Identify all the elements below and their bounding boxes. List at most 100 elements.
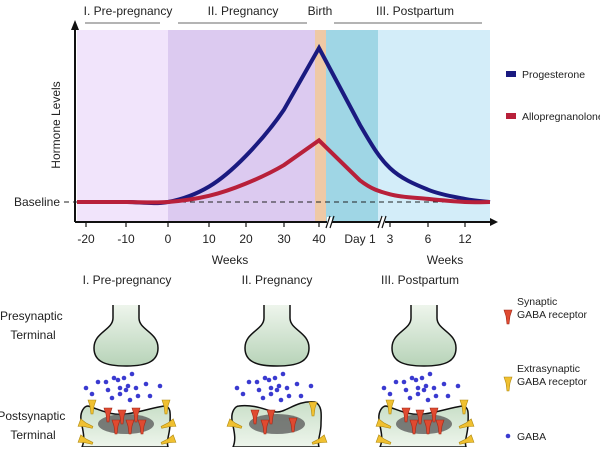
gaba-molecule xyxy=(276,383,282,389)
presynaptic-label: Presynaptic Terminal xyxy=(0,309,66,342)
gaba-molecule xyxy=(455,383,461,389)
gaba-molecule xyxy=(286,393,292,399)
extrasynaptic-receptor-icon xyxy=(503,376,513,392)
extrasynaptic-receptor xyxy=(77,418,94,429)
gaba-molecule xyxy=(157,383,163,389)
extrasynaptic-receptor xyxy=(458,418,475,429)
x-tick-label: 30 xyxy=(277,232,291,246)
postsynaptic-label-line: Postsynaptic xyxy=(0,409,65,423)
gaba-molecule xyxy=(105,387,111,393)
x-tick-label: Day 1 xyxy=(344,232,376,246)
synaptic-receptor xyxy=(423,419,433,435)
presynaptic-label-line: Presynaptic xyxy=(0,309,63,323)
gaba-molecule xyxy=(409,375,415,381)
x-tick-label: 3 xyxy=(387,232,394,246)
chart-legend: Progesterone Allopregnanolone xyxy=(506,69,600,123)
gaba-molecule xyxy=(89,391,95,397)
x-tick-label: -10 xyxy=(117,232,135,246)
gaba-molecule xyxy=(308,383,314,389)
postsynaptic-label: Postsynaptic Terminal xyxy=(0,409,69,442)
series-lines xyxy=(76,43,491,206)
synaptic-receptor xyxy=(401,407,411,423)
legend-label-allopregnanolone: Allopregnanolone xyxy=(522,111,600,123)
gaba-molecule xyxy=(280,371,286,377)
gaba-molecule xyxy=(129,371,135,377)
y-axis-label: Hormone Levels xyxy=(49,81,63,168)
extrasynaptic-receptor xyxy=(375,434,392,445)
gaba-molecule xyxy=(125,383,131,389)
gaba-molecule xyxy=(240,391,246,397)
synapses xyxy=(77,305,475,448)
postsynaptic-density xyxy=(98,414,154,434)
synapse xyxy=(375,305,475,448)
legend-extrasynaptic: Extrasynaptic GABA receptor xyxy=(517,363,588,388)
synaptic-receptor xyxy=(415,409,425,425)
synaptic-receptor xyxy=(429,407,439,423)
gaba-molecule xyxy=(407,395,413,401)
legend-swatch-allopregnanolone xyxy=(506,113,516,119)
gaba-molecule xyxy=(256,387,262,393)
gaba-molecule xyxy=(381,385,387,391)
extrasynaptic-receptor xyxy=(385,399,395,415)
postsynaptic-density xyxy=(249,414,305,434)
synaptic-receptor xyxy=(250,409,260,425)
synaptic-receptor xyxy=(137,419,147,435)
gaba-molecule xyxy=(123,387,129,393)
x-tick-label: 10 xyxy=(202,232,216,246)
legend-synaptic: Synaptic GABA receptor xyxy=(517,296,588,321)
header-postpartum: III. Postpartum xyxy=(376,4,454,18)
legend-gaba: GABA xyxy=(517,431,546,443)
gaba-molecule xyxy=(425,397,431,403)
gaba-molecule xyxy=(268,391,274,397)
axis-break xyxy=(325,215,387,229)
gaba-molecule xyxy=(117,385,123,391)
phase-regions xyxy=(77,30,490,222)
x-tick-label: 6 xyxy=(425,232,432,246)
gaba-molecule xyxy=(423,383,429,389)
gaba-molecule xyxy=(415,385,421,391)
gaba-molecule xyxy=(433,393,439,399)
axes: Baseline Hormone Levels -20 -10 0 10 20 30 40 D… xyxy=(14,20,498,267)
gaba-molecule xyxy=(262,375,268,381)
gaba-molecule xyxy=(260,395,266,401)
gaba-molecule xyxy=(419,375,425,381)
presynaptic-label-line: Terminal xyxy=(10,328,55,342)
x-tick-label: 40 xyxy=(312,232,326,246)
gaba-molecule xyxy=(254,379,260,385)
extrasynaptic-receptor xyxy=(375,418,392,429)
presynaptic-terminal xyxy=(93,305,159,367)
synaptic-receptor xyxy=(260,419,270,435)
panel-title: I. Pre-pregnancy xyxy=(83,273,172,287)
synaptic-receptor xyxy=(111,419,121,435)
x-tick-labels: -20 -10 0 10 20 30 40 Day 1 3 6 12 xyxy=(77,222,472,246)
gaba-molecule xyxy=(268,385,274,391)
panel-title: II. Pregnancy xyxy=(242,273,313,287)
gaba-molecule xyxy=(415,391,421,397)
extrasynaptic-receptor xyxy=(311,434,328,445)
synapse xyxy=(77,305,177,448)
synaptic-receptor xyxy=(409,419,419,435)
region-day1 xyxy=(326,30,378,222)
x-tick-label: -20 xyxy=(77,232,95,246)
y-axis-arrow xyxy=(71,20,79,30)
gaba-molecule xyxy=(115,377,121,383)
synaptic-receptor xyxy=(125,419,135,435)
synaptic-receptor-icon xyxy=(503,309,513,325)
gaba-molecule xyxy=(427,371,433,377)
synapse xyxy=(226,305,328,448)
extrasynaptic-receptor xyxy=(308,401,318,417)
extrasynaptic-receptor xyxy=(161,399,171,415)
synaptic-receptor xyxy=(288,417,298,433)
extrasynaptic-receptor xyxy=(458,434,475,445)
gaba-molecule xyxy=(278,397,284,403)
phase-headers: I. Pre-pregnancy II. Pregnancy Birth III… xyxy=(84,4,482,24)
gaba-molecule xyxy=(83,385,89,391)
x-unit-label: Weeks xyxy=(427,253,463,267)
header-pre-pregnancy: I. Pre-pregnancy xyxy=(84,4,173,18)
synaptic-receptor xyxy=(435,419,445,435)
legend-swatch-progesterone xyxy=(506,71,516,77)
x-axis-arrow xyxy=(490,218,498,226)
gaba-molecule xyxy=(441,381,447,387)
gaba-molecule xyxy=(294,381,300,387)
gaba-molecule xyxy=(266,377,272,383)
